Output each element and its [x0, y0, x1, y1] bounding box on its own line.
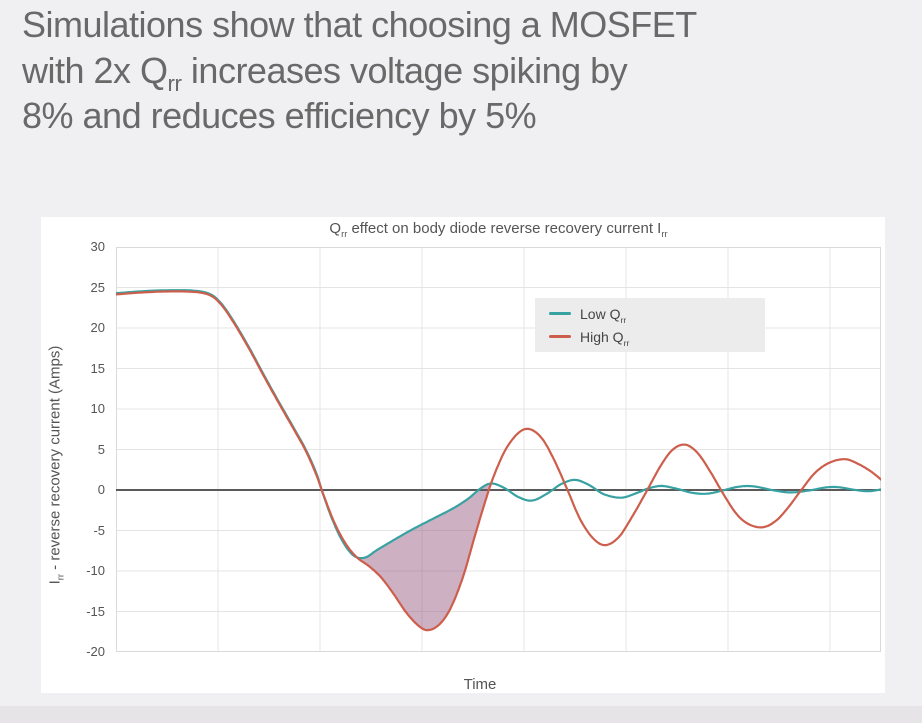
chart-title: Qrr effect on body diode reverse recover…	[116, 220, 881, 239]
legend-line-high-qrr-icon	[549, 335, 571, 338]
legend-label-low-sub: rr	[620, 314, 627, 325]
plot-area	[116, 247, 881, 652]
footer-strip	[0, 706, 922, 723]
y-axis-label-sub: rr	[55, 574, 66, 581]
legend-label-high-sub: rr	[623, 337, 630, 348]
x-axis-label: Time	[463, 676, 497, 693]
legend-label-high-pre: High Q	[580, 328, 624, 345]
heading-line2-pre: with 2x Q	[22, 49, 168, 91]
legend-line-low-qrr-icon	[549, 312, 571, 315]
legend-label-high-qrr: High Qrr	[580, 328, 630, 348]
y-axis-label-pre: I	[46, 580, 64, 585]
y-axis-label: Irr - reverse recovery current (Amps)	[46, 345, 66, 585]
heading-line3: 8% and reduces efficiency by 5%	[22, 95, 537, 137]
legend-item-high-qrr: High Qrr	[549, 325, 765, 348]
y-tick-label: -20	[86, 644, 105, 659]
heading-line2-post: increases voltage spiking by	[181, 49, 628, 91]
legend-label-low-pre: Low Q	[580, 305, 621, 322]
y-tick-label: -15	[86, 603, 105, 619]
heading-line1: Simulations show that choosing a MOSFET	[22, 4, 697, 45]
chart-title-sub1: rr	[341, 229, 348, 239]
chart-title-sub2: rr	[661, 229, 668, 239]
chart-card: Qrr effect on body diode reverse recover…	[41, 217, 885, 693]
y-tick-label: 25	[90, 279, 105, 295]
chart-title-pre: Q	[329, 220, 342, 237]
page-title: Simulations show that choosing a MOSFET w…	[22, 2, 697, 139]
legend: Low Qrr High Qrr	[535, 298, 765, 352]
legend-label-low-qrr: Low Qrr	[580, 305, 627, 325]
legend-item-low-qrr: Low Qrr	[549, 302, 765, 325]
y-tick-label: 20	[90, 320, 105, 335]
y-axis-label-post: - reverse recovery current (Amps)	[46, 345, 64, 575]
y-tick-label: 30	[90, 239, 105, 254]
heading-qrr-subscript: rr	[167, 70, 182, 96]
chart-title-mid: effect on body diode reverse recovery cu…	[347, 220, 662, 237]
